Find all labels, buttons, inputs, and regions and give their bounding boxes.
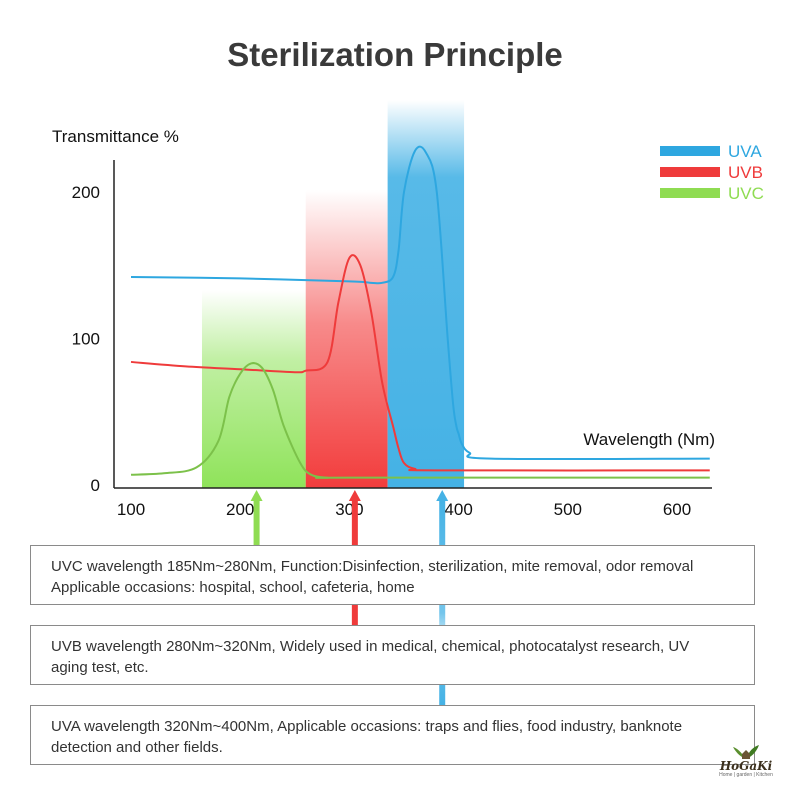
uvb-info-line-2: aging test, etc. <box>51 659 149 676</box>
uvc-legend-label: UVC <box>728 184 764 203</box>
transmittance-chart: Transmittance % Wavelength (Nm) 100 200 30… <box>52 100 764 519</box>
x-tick-label: 300 <box>335 500 363 519</box>
uva-band <box>387 100 465 488</box>
x-tick-label: 500 <box>554 500 582 519</box>
brand-name: HoGaKi <box>719 759 773 773</box>
uvb-legend-label: UVB <box>728 163 763 182</box>
uvb-info-box: UVB wavelength 280Nm~320Nm, Widely used … <box>30 625 755 685</box>
y-tick-label: 0 <box>91 476 100 495</box>
x-tick-label: 200 <box>226 500 254 519</box>
brand-tagline: Home | garden | Kitchen <box>719 772 773 778</box>
uvc-series-line <box>130 362 710 479</box>
uva-legend-swatch <box>660 146 720 156</box>
brand-logo: HoGaKi Home | garden | Kitchen <box>710 744 782 784</box>
uvb-series-line <box>130 254 710 472</box>
uva-legend-label: UVA <box>728 142 762 161</box>
uva-info-box: UVA wavelength 320Nm~400Nm, Applicable o… <box>30 705 755 765</box>
x-tick-label: 100 <box>117 500 145 519</box>
uva-info-line-2: detection and other fields. <box>51 739 223 756</box>
uvb-info-line-1: UVB wavelength 280Nm~320Nm, Widely used … <box>51 638 690 655</box>
uvb-band <box>305 190 388 488</box>
x-axis-label: Wavelength (Nm) <box>583 430 715 449</box>
y-axis-label: Transmittance % <box>52 127 179 146</box>
uvc-info-line-1: UVC wavelength 185Nm~280Nm, Function:Dis… <box>51 558 694 575</box>
uva-series-line <box>130 145 710 461</box>
x-tick-label: 600 <box>663 500 691 519</box>
uvc-band <box>201 290 306 488</box>
uvc-info-box: UVC wavelength 185Nm~280Nm, Function:Dis… <box>30 545 755 605</box>
uva-info-line-1: UVA wavelength 320Nm~400Nm, Applicable o… <box>51 718 683 735</box>
page-title: Sterilization Principle <box>227 36 563 73</box>
x-tick-label: 400 <box>444 500 472 519</box>
y-tick-label: 200 <box>72 183 100 202</box>
leaf-icon <box>733 745 759 759</box>
uvc-info-line-2: Applicable occasions: hospital, school, … <box>51 579 415 596</box>
uvc-legend-swatch <box>660 188 720 198</box>
uvb-legend-swatch <box>660 167 720 177</box>
y-tick-label: 100 <box>72 330 100 349</box>
